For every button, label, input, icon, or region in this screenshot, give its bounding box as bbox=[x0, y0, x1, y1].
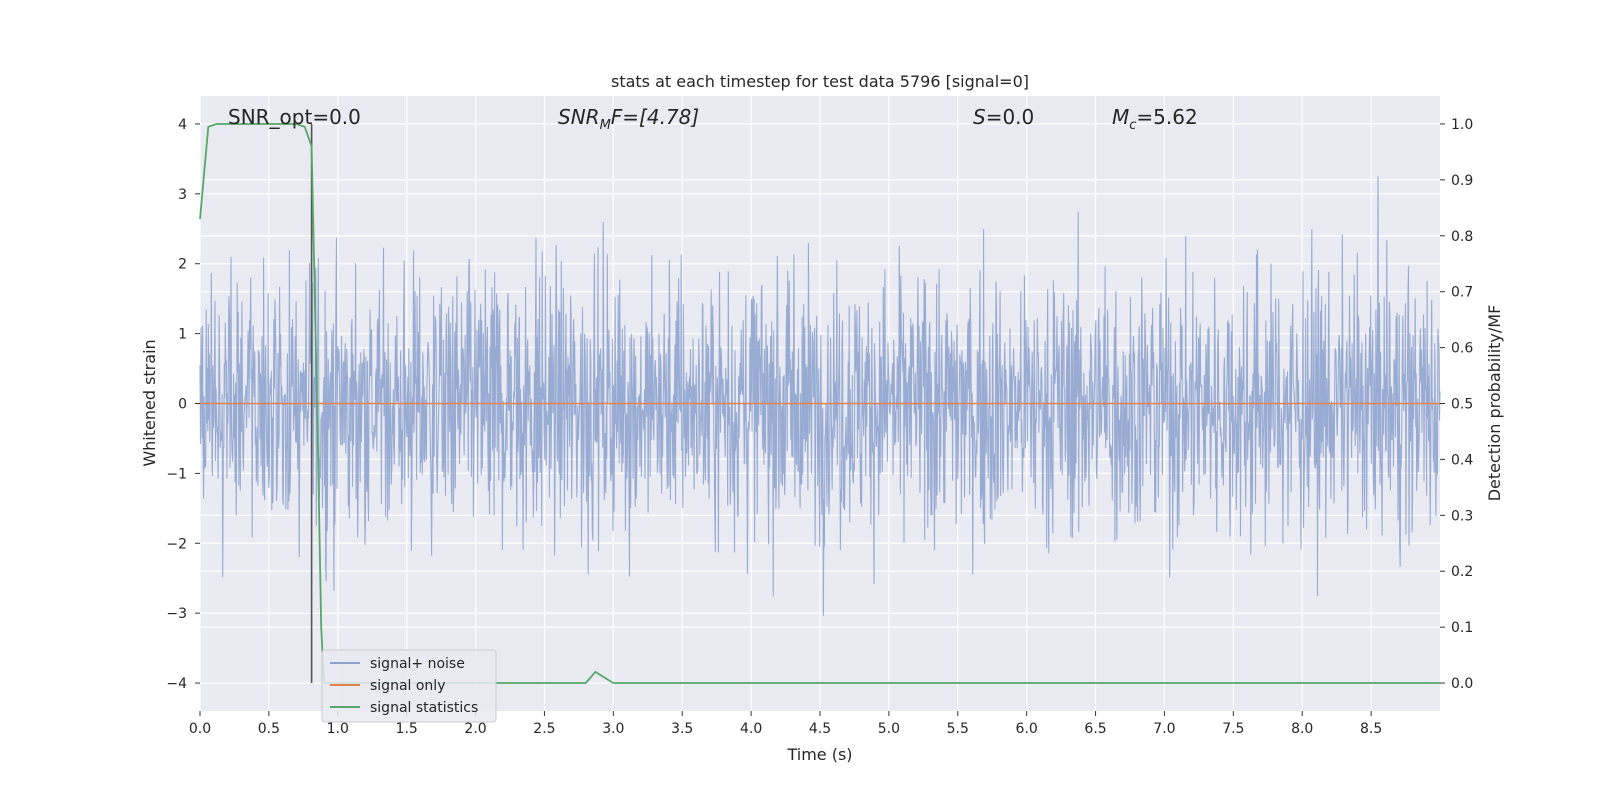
x-tick-label: 1.5 bbox=[396, 721, 418, 737]
annotation-snr-mf-rest: F=[4.78] bbox=[611, 105, 699, 129]
x-tick-label: 5.0 bbox=[878, 721, 900, 737]
x-tick-label: 6.5 bbox=[1084, 721, 1106, 737]
x-tick-label: 4.0 bbox=[740, 721, 762, 737]
x-axis-label: Time (s) bbox=[786, 745, 852, 764]
x-tick-label: 2.5 bbox=[533, 721, 555, 737]
x-tick-label: 2.0 bbox=[464, 721, 486, 737]
y-left-tick-label: −3 bbox=[166, 606, 187, 622]
x-tick-label: 3.5 bbox=[671, 721, 693, 737]
x-tick-label: 1.0 bbox=[327, 721, 349, 737]
x-tick-label: 7.0 bbox=[1153, 721, 1175, 737]
legend-box bbox=[321, 649, 497, 723]
legend: signal+ noise signal only signal statist… bbox=[321, 649, 497, 723]
y-axis-left-label: Whitened strain bbox=[140, 339, 159, 466]
y-right-tick-label: 0.3 bbox=[1451, 508, 1473, 524]
annotation-snr-mf: SNRMF=[4.78] bbox=[558, 105, 699, 133]
y-left-tick-label: 4 bbox=[178, 117, 187, 133]
y-left-tick-label: −2 bbox=[166, 536, 187, 552]
annotation-snr-mf-main: SNR bbox=[558, 105, 600, 129]
y-right-tick-label: 0.6 bbox=[1451, 341, 1473, 357]
y-left-tick-label: 1 bbox=[178, 327, 187, 343]
legend-label-signal: signal only bbox=[370, 678, 445, 694]
y-right-tick-label: 0.2 bbox=[1451, 564, 1473, 580]
chart-title: stats at each timestep for test data 579… bbox=[611, 72, 1029, 91]
x-tick-label: 6.0 bbox=[1016, 721, 1038, 737]
y-right-tick-label: 0.0 bbox=[1451, 676, 1473, 692]
axis-ticks: 0.0 0.5 1.0 1.5 2.0 2.5 3.0 3.5 4.0 4.5 5.0 5.5 6.0 6… bbox=[166, 117, 1473, 737]
annotation-s-main: S bbox=[973, 105, 986, 129]
y-left-tick-label: 3 bbox=[178, 187, 187, 203]
y-left-tick-label: −4 bbox=[166, 676, 187, 692]
x-tick-label: 7.5 bbox=[1222, 721, 1244, 737]
y-left-tick-label: 0 bbox=[178, 397, 187, 413]
annotation-snr-opt: SNR_opt=0.0 bbox=[228, 105, 361, 129]
x-tick-label: 4.5 bbox=[809, 721, 831, 737]
y-right-tick-label: 0.8 bbox=[1451, 229, 1473, 245]
annotation-mc-main: M bbox=[1112, 105, 1129, 129]
legend-label-noise: signal+ noise bbox=[370, 656, 465, 672]
y-right-tick-label: 0.4 bbox=[1451, 452, 1473, 468]
x-tick-label: 0.0 bbox=[189, 721, 211, 737]
x-tick-label: 3.0 bbox=[602, 721, 624, 737]
y-right-tick-label: 0.7 bbox=[1451, 285, 1473, 301]
annotation-mc-sub: c bbox=[1129, 118, 1136, 133]
y-axis-right-label: Detection probability/MF bbox=[1485, 305, 1504, 502]
annotation-snr-mf-sub: M bbox=[600, 118, 611, 133]
annotation-s: S=0.0 bbox=[973, 105, 1034, 129]
x-tick-label: 8.5 bbox=[1360, 721, 1382, 737]
x-tick-label: 8.0 bbox=[1291, 721, 1313, 737]
annotation-mc-rest: =5.62 bbox=[1136, 105, 1197, 129]
annotation-mc: Mc=5.62 bbox=[1112, 105, 1198, 133]
y-right-tick-label: 0.9 bbox=[1451, 173, 1473, 189]
y-right-tick-label: 0.1 bbox=[1451, 620, 1473, 636]
legend-label-stats: signal statistics bbox=[370, 700, 478, 716]
x-tick-label: 0.5 bbox=[258, 721, 280, 737]
y-right-tick-label: 0.5 bbox=[1451, 397, 1473, 413]
x-tick-label: 5.5 bbox=[947, 721, 969, 737]
y-left-tick-label: 2 bbox=[178, 257, 187, 273]
annotation-s-rest: =0.0 bbox=[986, 105, 1035, 129]
y-right-tick-label: 1.0 bbox=[1451, 117, 1473, 133]
y-left-tick-label: −1 bbox=[166, 466, 187, 482]
